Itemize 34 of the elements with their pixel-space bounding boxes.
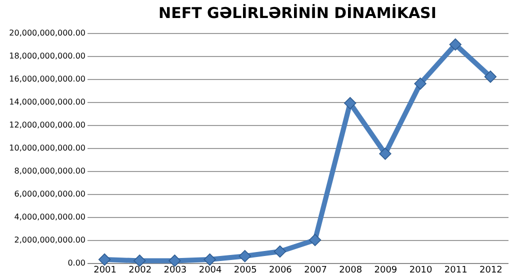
x-tick-label: 2005 [234,266,257,276]
x-tick-label: 2001 [94,266,116,276]
y-tick-label: 20,000,000,000.00 [9,28,86,38]
x-tick-label: 2002 [128,266,152,276]
x-tick-label: 2011 [444,266,468,276]
point [379,148,392,160]
point [98,253,111,266]
y-tick-label: 4,000,000,000.00 [14,212,86,222]
x-tick-label: 2003 [164,266,187,276]
x-tick-label: 2007 [304,266,327,276]
y-tick-label: 18,000,000,000.00 [9,52,86,60]
chart-title: NEFT GƏLİRLƏRİNİN DİNAMİKASI [158,4,436,22]
point [308,234,322,246]
point [204,253,216,266]
x-tick-label: 2009 [374,266,398,276]
y-tick-label: 10,000,000,000.00 [9,144,86,152]
point [344,97,356,110]
y-tick-label: 12,000,000,000.00 [9,120,86,130]
x-tick-label: 2006 [269,266,292,276]
x-tick-label: 2008 [339,266,362,276]
point [238,250,251,262]
point [274,245,286,258]
point [484,70,497,83]
point [414,78,426,90]
x-tick-label: 2004 [198,266,222,276]
y-tick-label: 14,000,000,000.00 [9,98,86,106]
x-tick-label: 2010 [409,266,433,276]
y-tick-label: 0.00 [68,258,86,268]
y-tick-label: 6,000,000,000.00 [14,190,86,198]
x-tick-label: 2012 [480,266,502,276]
y-tick-label: 2,000,000,000.00 [14,236,86,244]
y-tick-label: 8,000,000,000.00 [14,166,86,176]
point [449,38,462,51]
y-tick-label: 16,000,000,000.00 [9,74,86,84]
